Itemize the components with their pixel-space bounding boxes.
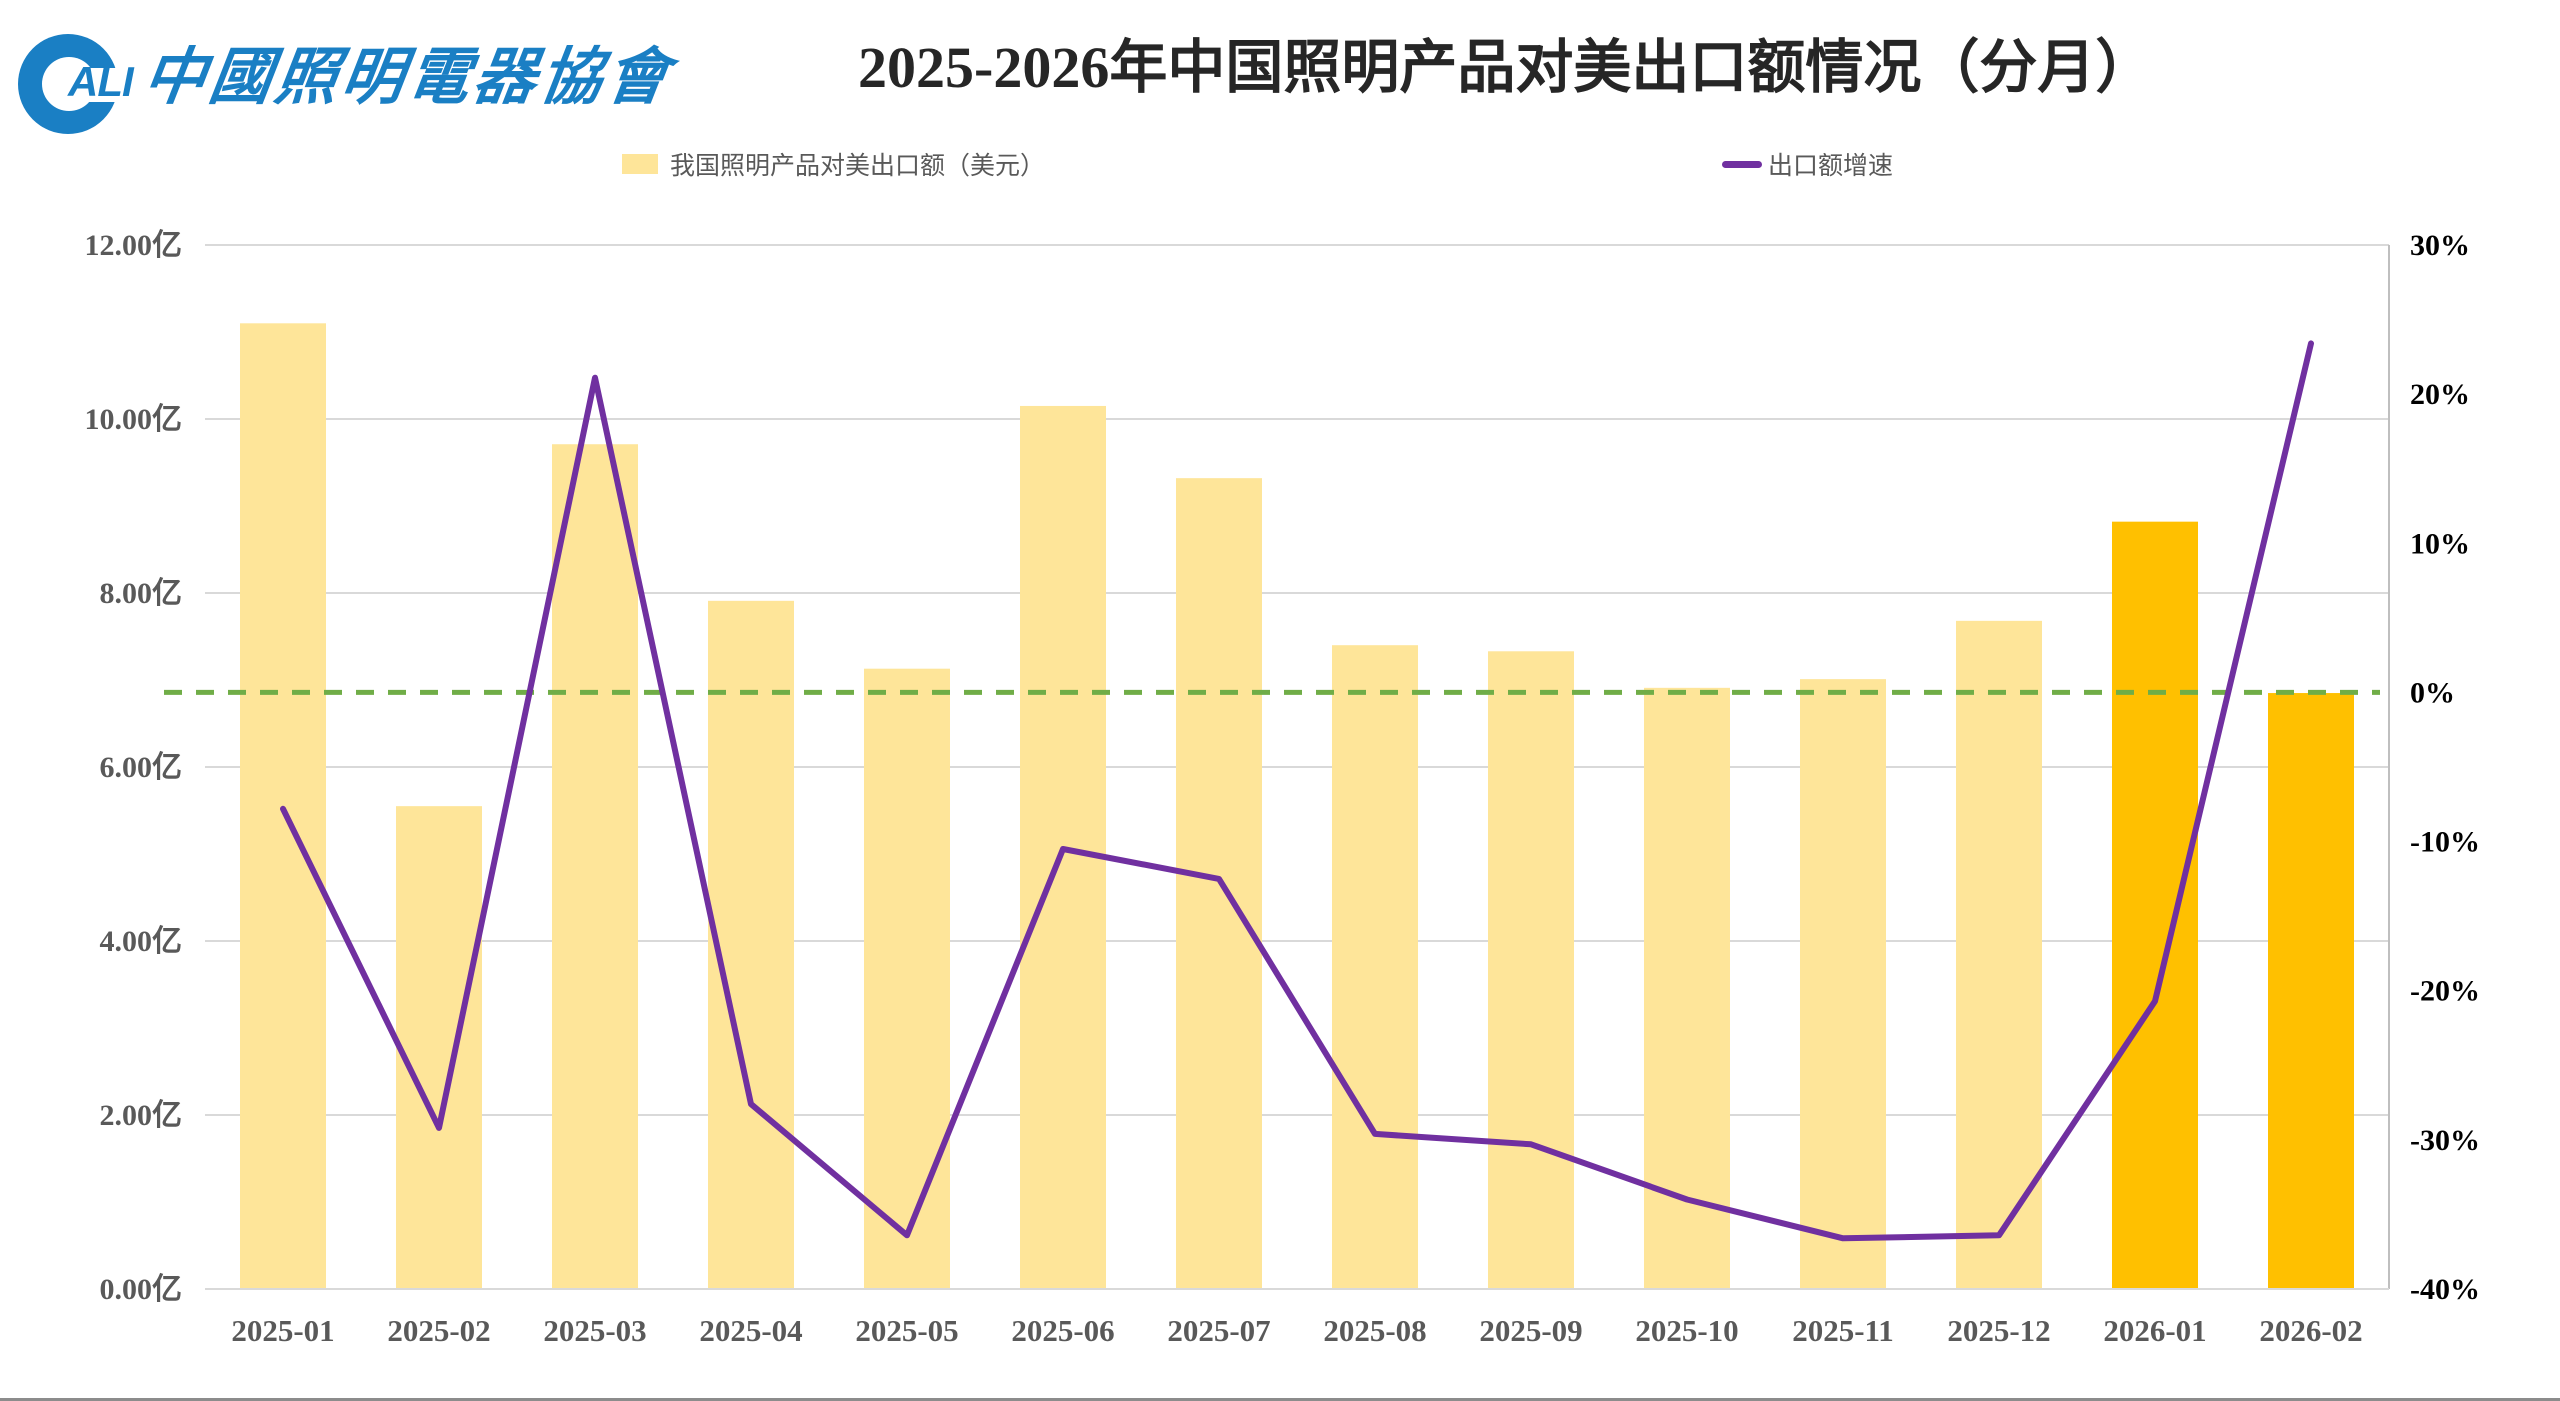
legend-line-label: 出口额增速	[1768, 151, 1894, 180]
bar-2025-11	[1800, 679, 1886, 1289]
bar-2025-02	[396, 806, 482, 1289]
bar-2025-09	[1488, 651, 1574, 1289]
x-axis-tick: 2025-06	[1011, 1313, 1114, 1348]
left-axis-tick: 10.00亿	[85, 403, 183, 436]
x-axis-tick: 2025-09	[1479, 1313, 1582, 1348]
left-axis-tick: 6.00亿	[100, 751, 183, 784]
left-y-axis: 0.00亿 2.00亿 4.00亿 6.00亿 8.00亿 10.00亿 12.00亿	[85, 229, 183, 1306]
legend-line-swatch-icon	[1722, 160, 1762, 168]
left-axis-tick: 8.00亿	[100, 577, 183, 610]
right-axis-tick: 30%	[2410, 229, 2470, 262]
x-axis-tick: 2025-08	[1323, 1313, 1426, 1348]
bar-2025-05	[864, 668, 950, 1289]
association-logo: ALI 中國照明電器協會	[14, 28, 677, 134]
x-axis-tick: 2025-02	[387, 1313, 490, 1348]
bar-2025-03	[552, 444, 638, 1290]
x-axis-tick: 2025-04	[699, 1313, 802, 1348]
x-axis-tick: 2025-07	[1167, 1313, 1270, 1348]
right-axis-tick: 20%	[2410, 378, 2470, 411]
x-axis-tick: 2025-05	[855, 1313, 958, 1348]
right-axis-tick: -30%	[2410, 1124, 2480, 1157]
bar-2025-12	[1956, 620, 2042, 1289]
x-axis-tick: 2025-10	[1635, 1313, 1738, 1348]
x-axis-tick: 2026-01	[2103, 1313, 2206, 1348]
x-axis-tick: 2025-03	[543, 1313, 646, 1348]
x-axis-tick: 2025-11	[1792, 1313, 1894, 1348]
left-axis-tick: 2.00亿	[100, 1099, 183, 1132]
x-axis: 2025-01 2025-02 2025-03 2025-04 2025-05 2025-…	[205, 1288, 2389, 1348]
bar-series	[240, 323, 2354, 1290]
right-axis-tick: 0%	[2410, 676, 2455, 709]
logo-ring-icon	[18, 34, 126, 134]
chart-title: 2025-2026年中国照明产品对美出口额情况（分月）	[858, 35, 2154, 100]
left-axis-tick: 4.00亿	[100, 925, 183, 958]
left-axis-tick: 0.00亿	[100, 1273, 183, 1306]
legend-item-bar: 我国照明产品对美出口额（美元）	[622, 146, 1045, 182]
bar-2026-02	[2268, 693, 2354, 1289]
bottom-divider	[0, 1398, 2560, 1401]
logo-mark: ALI	[68, 58, 134, 105]
legend-bar-swatch-icon	[622, 154, 658, 174]
x-axis-tick: 2026-02	[2259, 1313, 2362, 1348]
bar-2026-01	[2112, 521, 2198, 1289]
bar-2025-08	[1332, 645, 1418, 1289]
left-axis-tick: 12.00亿	[85, 229, 183, 262]
line-series	[280, 340, 2314, 1242]
x-axis-tick: 2025-01	[231, 1313, 334, 1348]
growth-rate-line	[280, 340, 2314, 1242]
right-axis-tick: 10%	[2410, 527, 2470, 560]
right-axis-tick: -10%	[2410, 826, 2480, 859]
gridlines	[205, 244, 2389, 1290]
right-axis-tick: -40%	[2410, 1273, 2480, 1306]
x-axis-tick: 2025-12	[1947, 1313, 2050, 1348]
legend-item-line: 出口额增速	[1722, 146, 1893, 182]
right-axis-tick: -20%	[2410, 975, 2480, 1008]
right-y-axis: -40% -30% -20% -10% 0% 10% 20% 30%	[2388, 229, 2480, 1306]
legend-bar-label: 我国照明产品对美出口额（美元）	[670, 151, 1046, 180]
bar-2025-04	[708, 600, 794, 1289]
